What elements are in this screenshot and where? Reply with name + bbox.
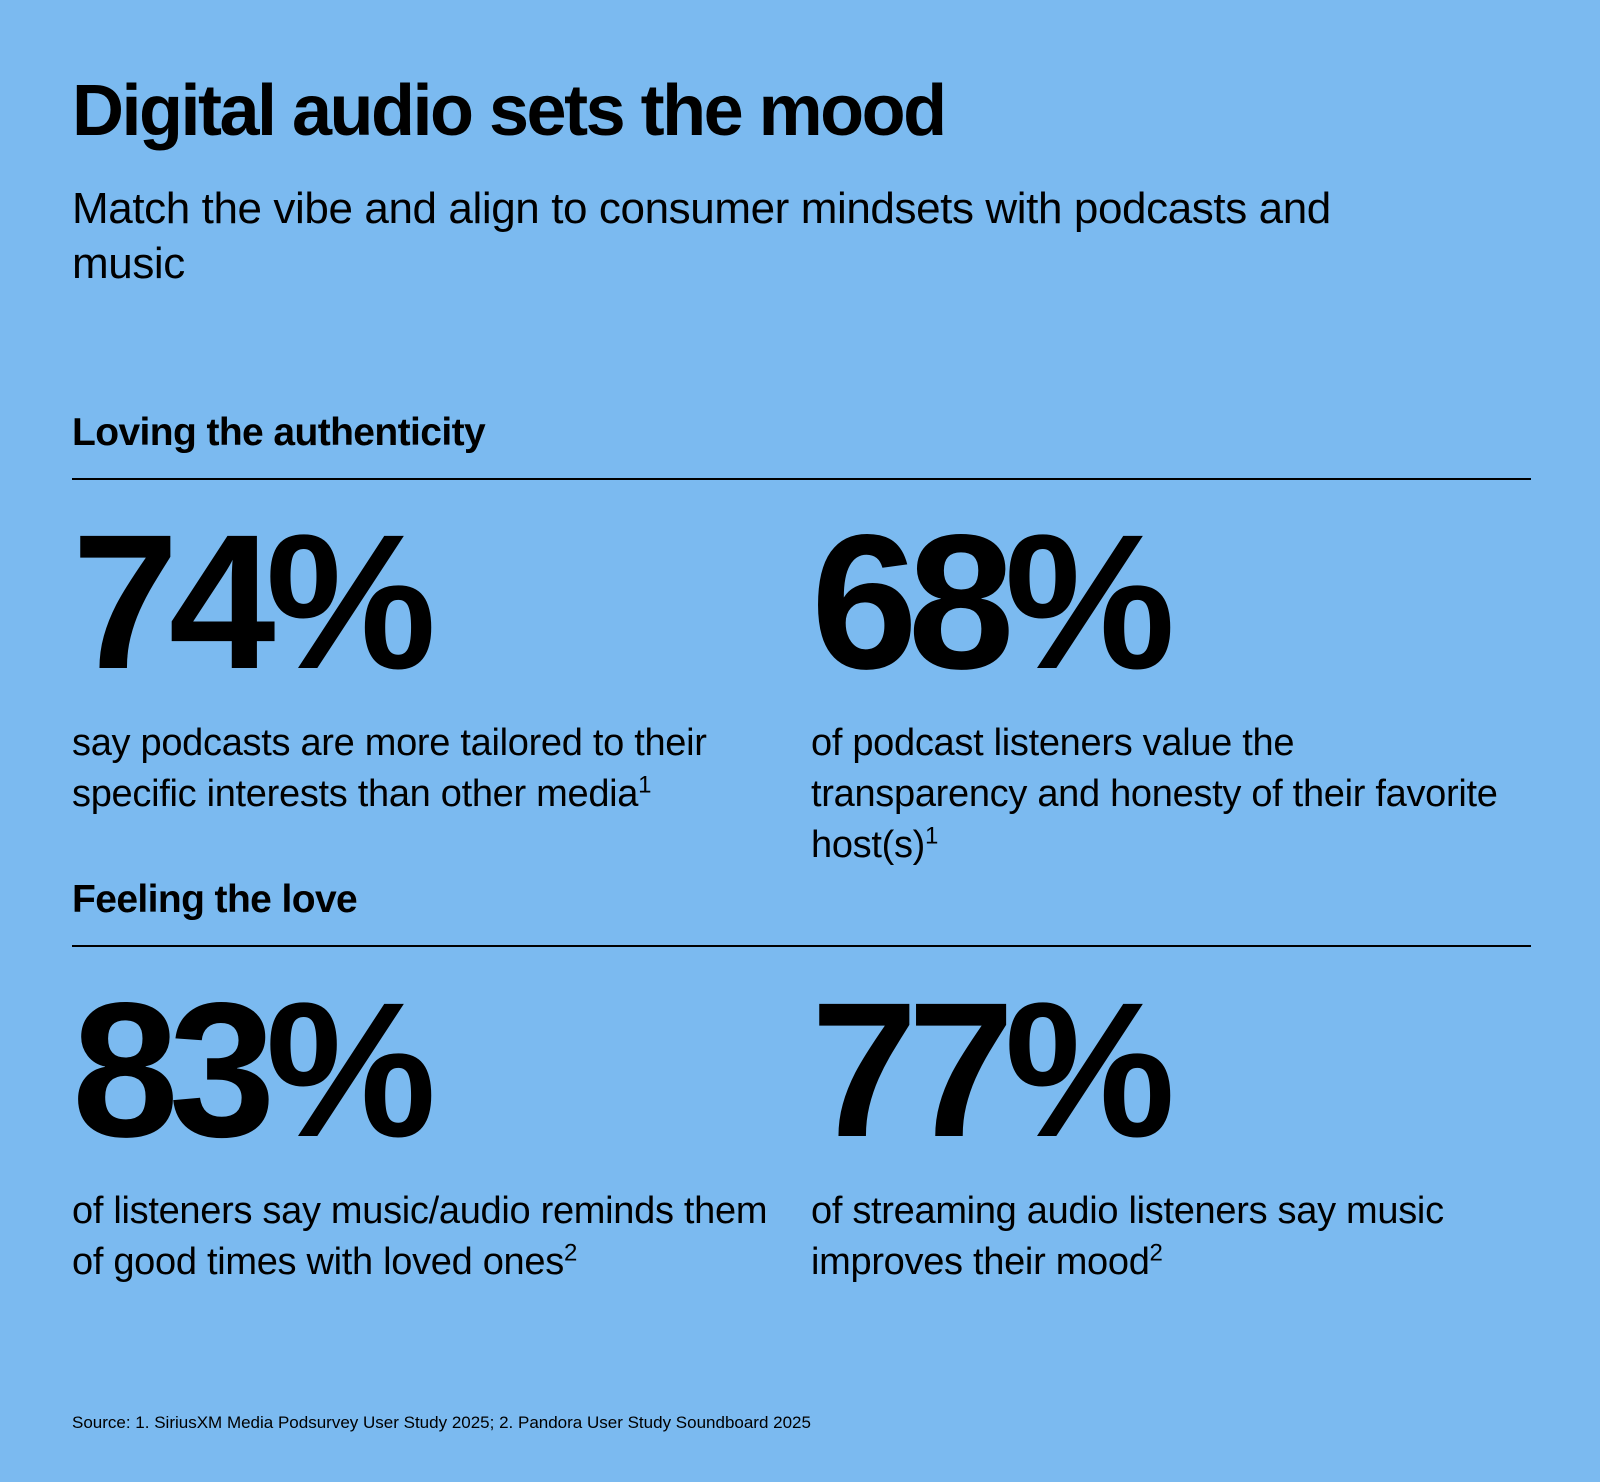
section-heading-authenticity: Loving the authenticity (72, 411, 486, 454)
stat-block: 68% of podcast listeners value the trans… (811, 506, 1511, 871)
stat-description-text: of listeners say music/audio reminds the… (72, 1190, 768, 1283)
stat-value: 77% (811, 962, 1175, 1177)
footnote-marker: 1 (638, 771, 652, 799)
stat-value: 83% (72, 962, 436, 1177)
stat-description: of podcast listeners value the transpare… (811, 718, 1511, 871)
footnote-marker: 2 (563, 1239, 577, 1267)
stat-block: 83% of listeners say music/audio reminds… (72, 974, 772, 1288)
footnote-marker: 2 (1149, 1239, 1163, 1267)
footnote-marker: 1 (925, 822, 939, 850)
stat-description-text: of podcast listeners value the transpare… (811, 722, 1498, 866)
source-note: Source: 1. SiriusXM Media Podsurvey User… (72, 1413, 811, 1432)
stat-description: of listeners say music/audio reminds the… (72, 1186, 772, 1288)
section-divider (72, 478, 1531, 480)
section-divider (72, 945, 1531, 947)
stat-description-text: of streaming audio listeners say music i… (811, 1190, 1444, 1283)
section-heading-love: Feeling the love (72, 878, 358, 921)
stat-value: 74% (72, 494, 436, 709)
stat-description-text: say podcasts are more tailored to their … (72, 722, 707, 815)
page-subtitle: Match the vibe and align to consumer min… (72, 184, 1331, 288)
stat-description: of streaming audio listeners say music i… (811, 1186, 1511, 1288)
infographic: Digital audio sets the mood Match the vi… (72, 0, 1531, 1482)
stat-description: say podcasts are more tailored to their … (72, 718, 772, 820)
page-title: Digital audio sets the mood (72, 71, 947, 151)
stat-block: 74% say podcasts are more tailored to th… (72, 506, 772, 820)
stat-block: 77% of streaming audio listeners say mus… (811, 974, 1511, 1288)
stat-value: 68% (811, 494, 1175, 709)
